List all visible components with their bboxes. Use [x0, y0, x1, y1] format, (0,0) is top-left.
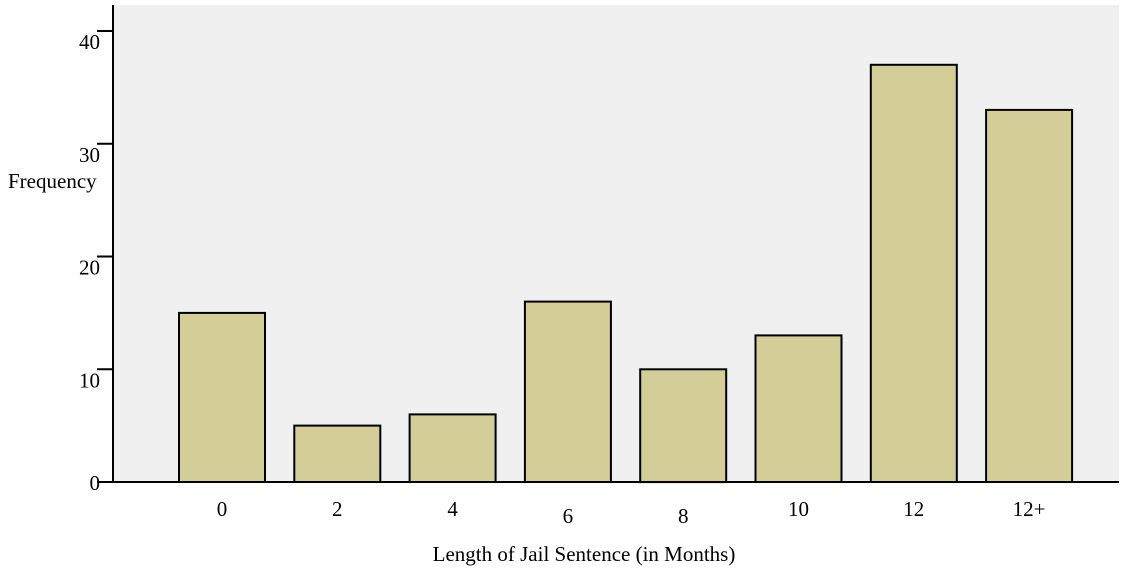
axes-group: [112, 5, 1119, 483]
y-tick-label: 40: [79, 30, 100, 54]
x-tick-label: 10: [788, 497, 809, 521]
y-tick-label: 10: [79, 368, 100, 392]
x-tick-labels: 0 2 4 6 8 10 12 12+: [217, 497, 1046, 528]
x-tick-label: 8: [678, 504, 689, 528]
x-tick-label: 0: [217, 497, 228, 521]
bar-8: [639, 368, 728, 484]
bar-12-plus: [985, 108, 1074, 484]
y-tick-label: 0: [90, 471, 101, 495]
bar-2: [293, 424, 382, 484]
x-tick-label: 2: [332, 497, 343, 521]
x-tick-label: 4: [447, 497, 458, 521]
bar-12: [869, 63, 958, 484]
bar-10: [754, 334, 843, 483]
bar-4: [408, 413, 497, 483]
y-axis-label: Frequency: [8, 169, 97, 193]
x-tick-label: 6: [563, 504, 574, 528]
y-tick-label: 20: [79, 256, 100, 280]
bar-6: [523, 300, 612, 483]
bar-0: [178, 311, 266, 483]
y-tick-label: 30: [79, 143, 100, 167]
bars-group: [178, 63, 1074, 484]
x-tick-label: 12: [903, 497, 924, 521]
y-tick-labels: 0 10 20 30 40: [79, 30, 113, 495]
x-axis-label: Length of Jail Sentence (in Months): [433, 542, 736, 566]
x-tick-label: 12+: [1013, 497, 1046, 521]
